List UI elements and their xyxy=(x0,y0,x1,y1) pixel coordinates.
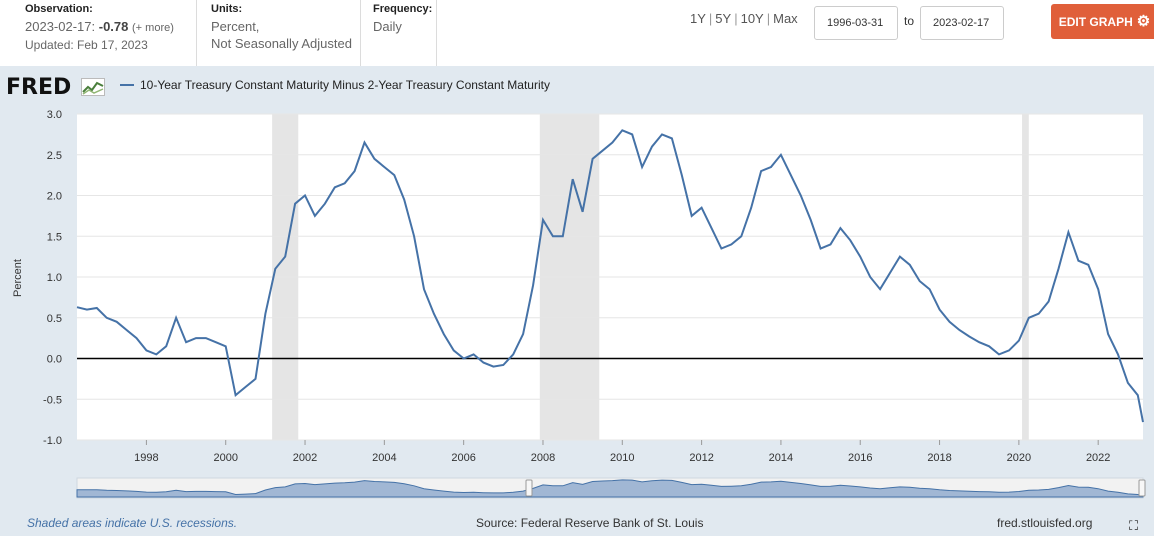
edit-graph-button[interactable]: EDIT GRAPH ⚙ xyxy=(1051,4,1154,39)
units-line-2: Not Seasonally Adjusted xyxy=(211,36,352,51)
observation-label: Observation: xyxy=(25,3,93,15)
x-tick-label: 1998 xyxy=(134,452,158,464)
range-separator: | xyxy=(734,11,738,26)
frequency-box: Frequency: Daily xyxy=(373,0,437,66)
chart-legend[interactable]: 10-Year Treasury Constant Maturity Minus… xyxy=(120,78,550,92)
range-1y[interactable]: 1Y xyxy=(690,11,706,26)
observation-date: 2023-02-17: xyxy=(25,19,96,34)
x-tick-label: 2004 xyxy=(372,452,396,464)
range-navigator[interactable] xyxy=(76,477,1146,499)
range-max[interactable]: Max xyxy=(773,11,798,26)
observation-more-link[interactable]: (+ more) xyxy=(132,22,174,34)
y-axis: 3.0 2.5 2.0 1.5 1.0 0.5 0.0 -0.5 -1.0 xyxy=(43,109,62,447)
x-tick-label: 2002 xyxy=(293,452,317,464)
observation-value-line: 2023-02-17: -0.78 (+ more) xyxy=(25,18,196,37)
units-line-1: Percent, xyxy=(211,19,260,34)
recession-note: Shaded areas indicate U.S. recessions. xyxy=(27,516,238,530)
y-tick-label: 2.5 xyxy=(47,150,62,162)
range-separator: | xyxy=(708,11,713,26)
observation-value: -0.78 xyxy=(98,19,129,34)
y-tick-label: -1.0 xyxy=(43,435,62,447)
x-tick-label: 2000 xyxy=(213,452,237,464)
units-label: Units: xyxy=(211,3,243,15)
updated-date: Updated: Feb 17, 2023 xyxy=(25,38,148,52)
legend-swatch xyxy=(120,84,134,86)
x-tick-label: 2018 xyxy=(927,452,951,464)
y-tick-label: 1.5 xyxy=(47,231,62,243)
x-tick-label: 2014 xyxy=(769,452,793,464)
range-5y[interactable]: 5Y xyxy=(715,11,732,26)
units-box: Units: Percent, Not Seasonally Adjusted xyxy=(211,0,361,66)
y-tick-label: -0.5 xyxy=(43,394,62,406)
frequency-value: Daily xyxy=(373,19,402,34)
legend-series-name: 10-Year Treasury Constant Maturity Minus… xyxy=(140,78,550,92)
range-selector: 1Y | 5Y | 10Y | Max xyxy=(690,11,798,26)
chart-svg: 3.0 2.5 2.0 1.5 1.0 0.5 0.0 -0.5 -1.0 1998 2000 20… xyxy=(12,109,1146,499)
chart-panel: FRED 10-Year Treasury Constant Maturity … xyxy=(0,66,1154,536)
x-tick-label: 2020 xyxy=(1007,452,1031,464)
date-to-label: to xyxy=(904,14,915,28)
fred-logo-text: FRED xyxy=(6,75,72,100)
source-note: Source: Federal Reserve Bank of St. Loui… xyxy=(476,516,704,530)
frequency-label: Frequency: xyxy=(373,3,433,15)
series-line[interactable] xyxy=(76,129,1144,423)
observation-box: Observation: 2023-02-17: -0.78 (+ more) … xyxy=(25,0,197,66)
start-date-input[interactable] xyxy=(814,6,898,40)
y-tick-label: 2.0 xyxy=(47,191,62,203)
line-chart-icon xyxy=(80,78,105,96)
x-tick-label: 2016 xyxy=(848,452,872,464)
y-axis-label: Percent xyxy=(12,259,24,297)
y-tick-label: 3.0 xyxy=(47,109,62,121)
y-tick-label: 0.0 xyxy=(47,354,62,366)
chart-header: Observation: 2023-02-17: -0.78 (+ more) … xyxy=(0,0,1154,66)
navigator-area xyxy=(76,479,1144,498)
range-separator: | xyxy=(766,11,771,26)
range-10y[interactable]: 10Y xyxy=(740,11,764,26)
navigator-right-handle[interactable] xyxy=(1138,479,1146,497)
navigator-left-handle[interactable] xyxy=(525,479,533,497)
x-tick-label: 2006 xyxy=(451,452,475,464)
fred-logo: FRED xyxy=(6,75,105,100)
x-tick-label: 2008 xyxy=(531,452,555,464)
x-tick-label: 2012 xyxy=(689,452,713,464)
gear-icon: ⚙ xyxy=(1136,13,1151,30)
x-axis: 1998 2000 2002 2004 2006 2008 2010 2012 2014 2016… xyxy=(134,440,1110,464)
site-link[interactable]: fred.stlouisfed.org xyxy=(997,516,1093,530)
x-tick-label: 2010 xyxy=(610,452,634,464)
x-tick-label: 2022 xyxy=(1086,452,1110,464)
y-tick-label: 1.0 xyxy=(47,272,62,284)
y-tick-label: 0.5 xyxy=(47,313,62,325)
end-date-input[interactable] xyxy=(920,6,1004,40)
edit-graph-label: EDIT GRAPH xyxy=(1058,14,1133,29)
fullscreen-icon[interactable]: ⛶ xyxy=(1129,518,1139,533)
